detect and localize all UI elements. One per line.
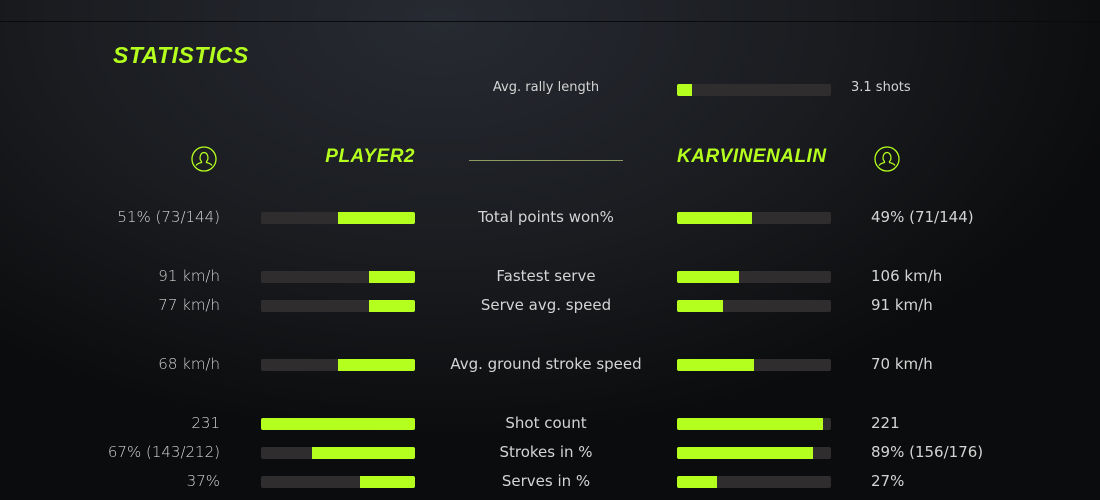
right-value: 91 km/h [871,296,933,314]
left-bar [261,359,415,371]
left-bar [261,212,415,224]
right-bar-fill [677,418,824,430]
stat-label: Total points won% [478,208,614,226]
left-value: 231 [191,414,220,432]
right-bar-fill [677,447,813,459]
right-bar [677,476,831,488]
right-value: 89% (156/176) [871,443,984,461]
right-value: 106 km/h [871,267,943,285]
left-bar-fill [338,212,415,224]
stat-label: Fastest serve [496,267,596,285]
header-divider [469,160,623,161]
stat-row: 68 km/h Avg. ground stroke speed 70 km/h [0,355,1100,375]
left-value: 51% (73/144) [117,208,220,226]
stat-label: Shot count [505,414,587,432]
left-bar [261,476,415,488]
left-value: 37% [186,472,220,490]
right-bar [677,418,831,430]
right-value: 49% (71/144) [871,208,974,226]
right-value: 27% [871,472,905,490]
right-bar-fill [677,476,718,488]
rally-value: 3.1 shots [851,80,911,95]
stat-row: 231 Shot count 221 [0,414,1100,434]
stat-label: Avg. rally length [492,80,600,95]
stat-label: Serves in % [501,472,591,490]
left-bar-fill [261,418,415,430]
player-right-name: KARVINENALIN [677,146,827,167]
user-circle-icon [874,146,900,172]
left-value: 67% (143/212) [107,443,220,461]
right-bar [677,212,831,224]
left-bar [261,418,415,430]
right-bar [677,359,831,371]
left-value: 68 km/h [158,355,220,373]
rally-bar [677,84,831,96]
left-bar [261,271,415,283]
left-bar [261,300,415,312]
left-bar-fill [368,271,415,283]
right-value: 70 km/h [871,355,933,373]
stat-label: Avg. ground stroke speed [450,355,642,373]
right-bar-fill [677,212,753,224]
right-value: 221 [871,414,900,432]
stat-row: 77 km/h Serve avg. speed 91 km/h [0,296,1100,316]
left-bar-fill [359,476,415,488]
stat-row: 51% (73/144) Total points won% 49% (71/1… [0,208,1100,228]
page-title: STATISTICS [113,42,249,68]
top-divider [0,21,1100,22]
right-bar-fill [677,300,724,312]
right-bar-fill [677,359,754,371]
stat-row: 67% (143/212) Strokes in % 89% (156/176) [0,443,1100,463]
left-bar [261,447,415,459]
right-bar [677,271,831,283]
right-bar [677,447,831,459]
right-bar-fill [677,271,739,283]
rally-row: Avg. rally length 3.1 shots [0,80,1100,100]
left-bar-fill [338,359,415,371]
stat-row: 91 km/h Fastest serve 106 km/h [0,267,1100,287]
rally-bar-fill [677,84,693,96]
left-value: 91 km/h [158,267,220,285]
stat-label: Serve avg. speed [480,296,612,314]
stat-row: 37% Serves in % 27% [0,472,1100,492]
left-value: 77 km/h [158,296,220,314]
user-circle-icon [191,146,217,172]
left-bar-fill [368,300,415,312]
right-bar [677,300,831,312]
left-bar-fill [311,447,415,459]
stat-label: Strokes in % [499,443,593,461]
player-left-name: PLAYER2 [325,146,415,167]
